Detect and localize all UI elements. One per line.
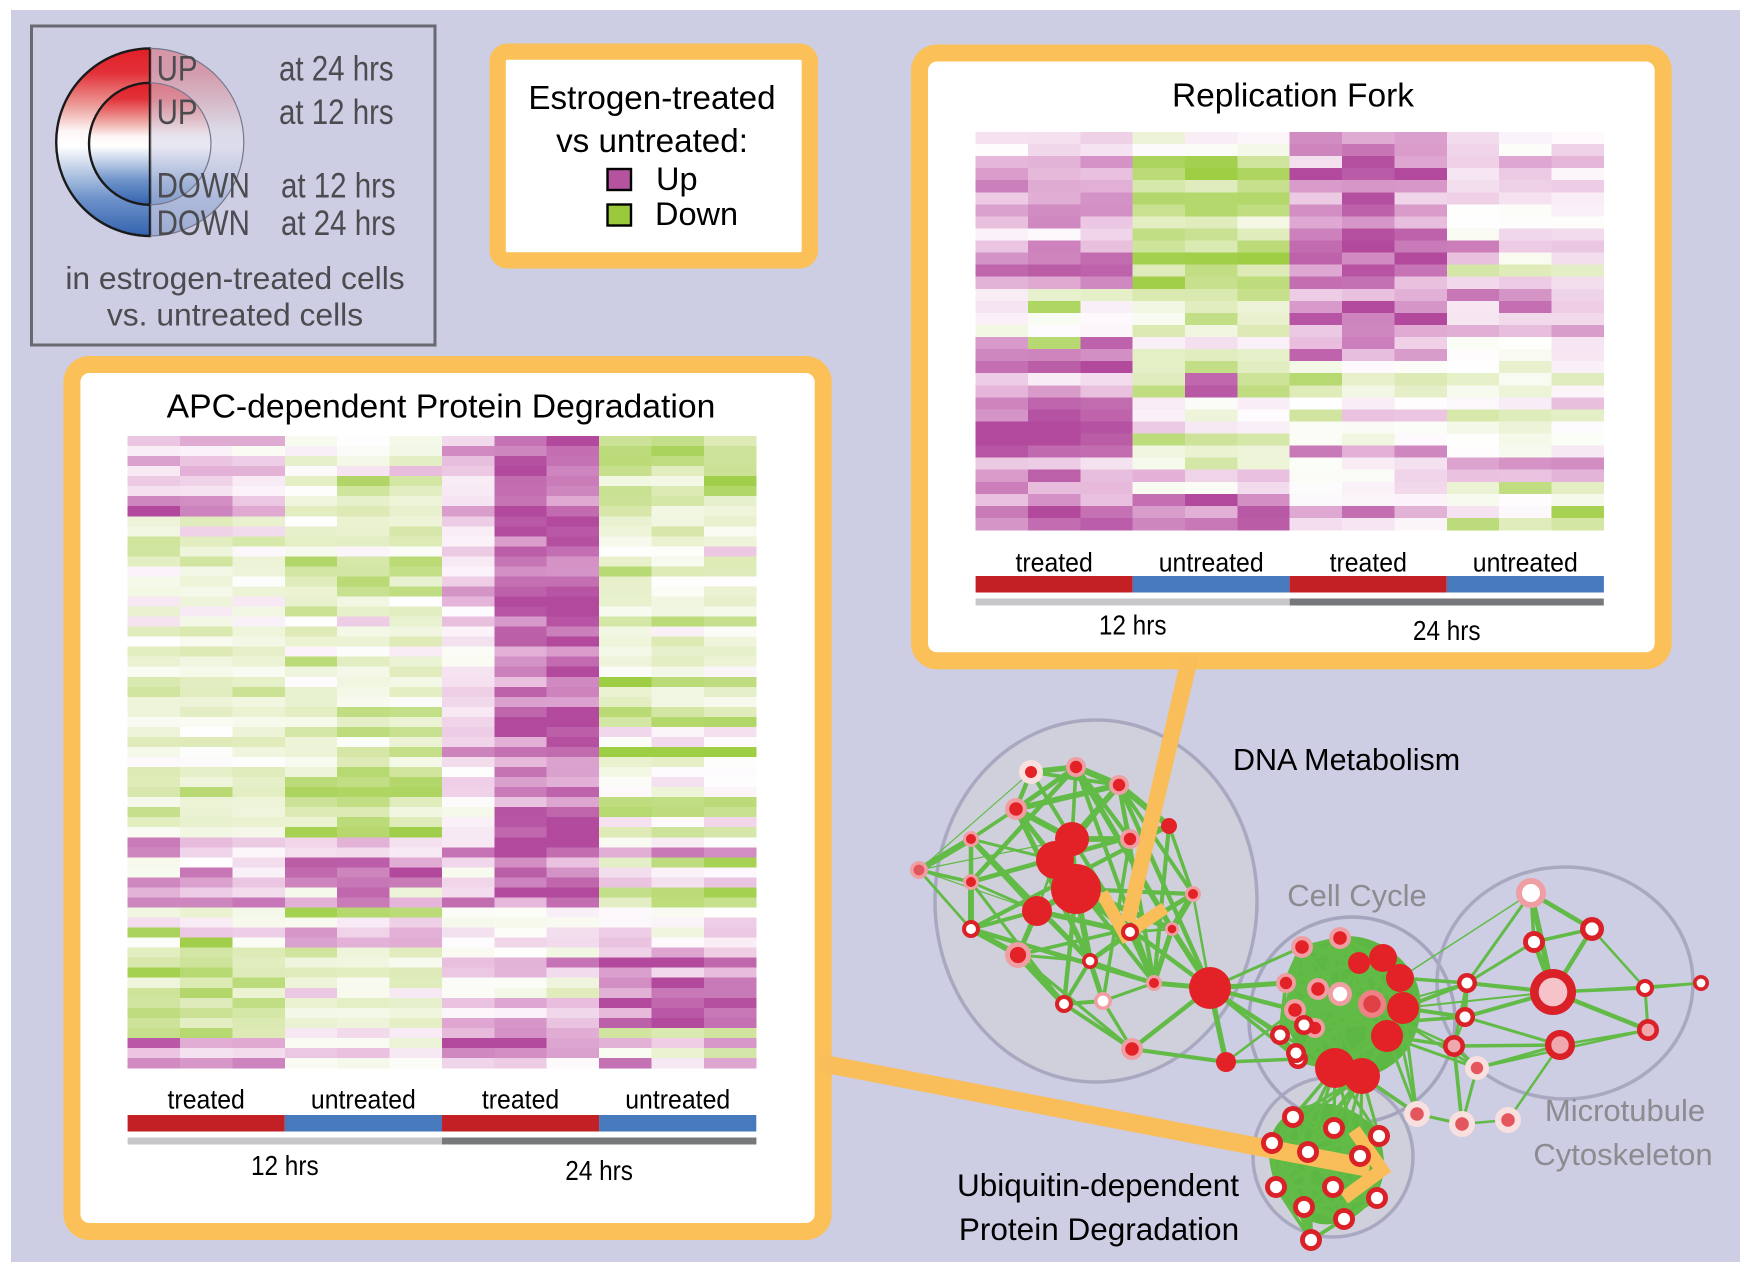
- svg-text:UP: UP: [157, 48, 198, 88]
- svg-text:DNA Metabolism: DNA Metabolism: [1233, 743, 1460, 777]
- svg-text:Down: Down: [655, 196, 738, 232]
- svg-text:untreated: untreated: [1159, 549, 1264, 578]
- svg-text:treated: treated: [1015, 549, 1092, 578]
- svg-text:DOWN: DOWN: [157, 165, 250, 205]
- svg-text:at 12 hrs: at 12 hrs: [279, 92, 394, 132]
- svg-text:Estrogen-treated: Estrogen-treated: [528, 80, 775, 117]
- svg-text:treated: treated: [1330, 549, 1407, 578]
- svg-text:untreated: untreated: [1473, 549, 1578, 578]
- svg-text:vs untreated:: vs untreated:: [556, 123, 748, 160]
- svg-text:at 12 hrs: at 12 hrs: [281, 165, 396, 205]
- svg-text:untreated: untreated: [311, 1086, 416, 1115]
- svg-text:Protein Degradation: Protein Degradation: [959, 1211, 1239, 1247]
- svg-text:Ubiquitin-dependent: Ubiquitin-dependent: [957, 1167, 1239, 1203]
- svg-text:APC-dependent Protein Degradat: APC-dependent Protein Degradation: [167, 388, 716, 426]
- svg-text:Cytoskeleton: Cytoskeleton: [1533, 1137, 1712, 1172]
- svg-text:24 hrs: 24 hrs: [1413, 614, 1481, 646]
- svg-text:at 24 hrs: at 24 hrs: [281, 202, 396, 242]
- svg-text:DOWN: DOWN: [157, 202, 250, 242]
- svg-text:Microtubule: Microtubule: [1545, 1093, 1705, 1128]
- svg-text:Up: Up: [656, 161, 698, 197]
- svg-text:UP: UP: [157, 92, 198, 132]
- svg-text:vs. untreated cells: vs. untreated cells: [107, 297, 363, 333]
- svg-text:12 hrs: 12 hrs: [1099, 609, 1167, 641]
- svg-text:Replication Fork: Replication Fork: [1172, 78, 1414, 115]
- svg-text:Cell Cycle: Cell Cycle: [1287, 878, 1427, 913]
- svg-text:at 24 hrs: at 24 hrs: [279, 48, 394, 88]
- svg-text:in estrogen-treated cells: in estrogen-treated cells: [65, 260, 404, 296]
- svg-text:treated: treated: [168, 1086, 245, 1115]
- svg-text:24 hrs: 24 hrs: [565, 1154, 633, 1186]
- svg-text:untreated: untreated: [625, 1086, 730, 1115]
- svg-text:12 hrs: 12 hrs: [251, 1149, 319, 1181]
- svg-text:treated: treated: [482, 1086, 559, 1115]
